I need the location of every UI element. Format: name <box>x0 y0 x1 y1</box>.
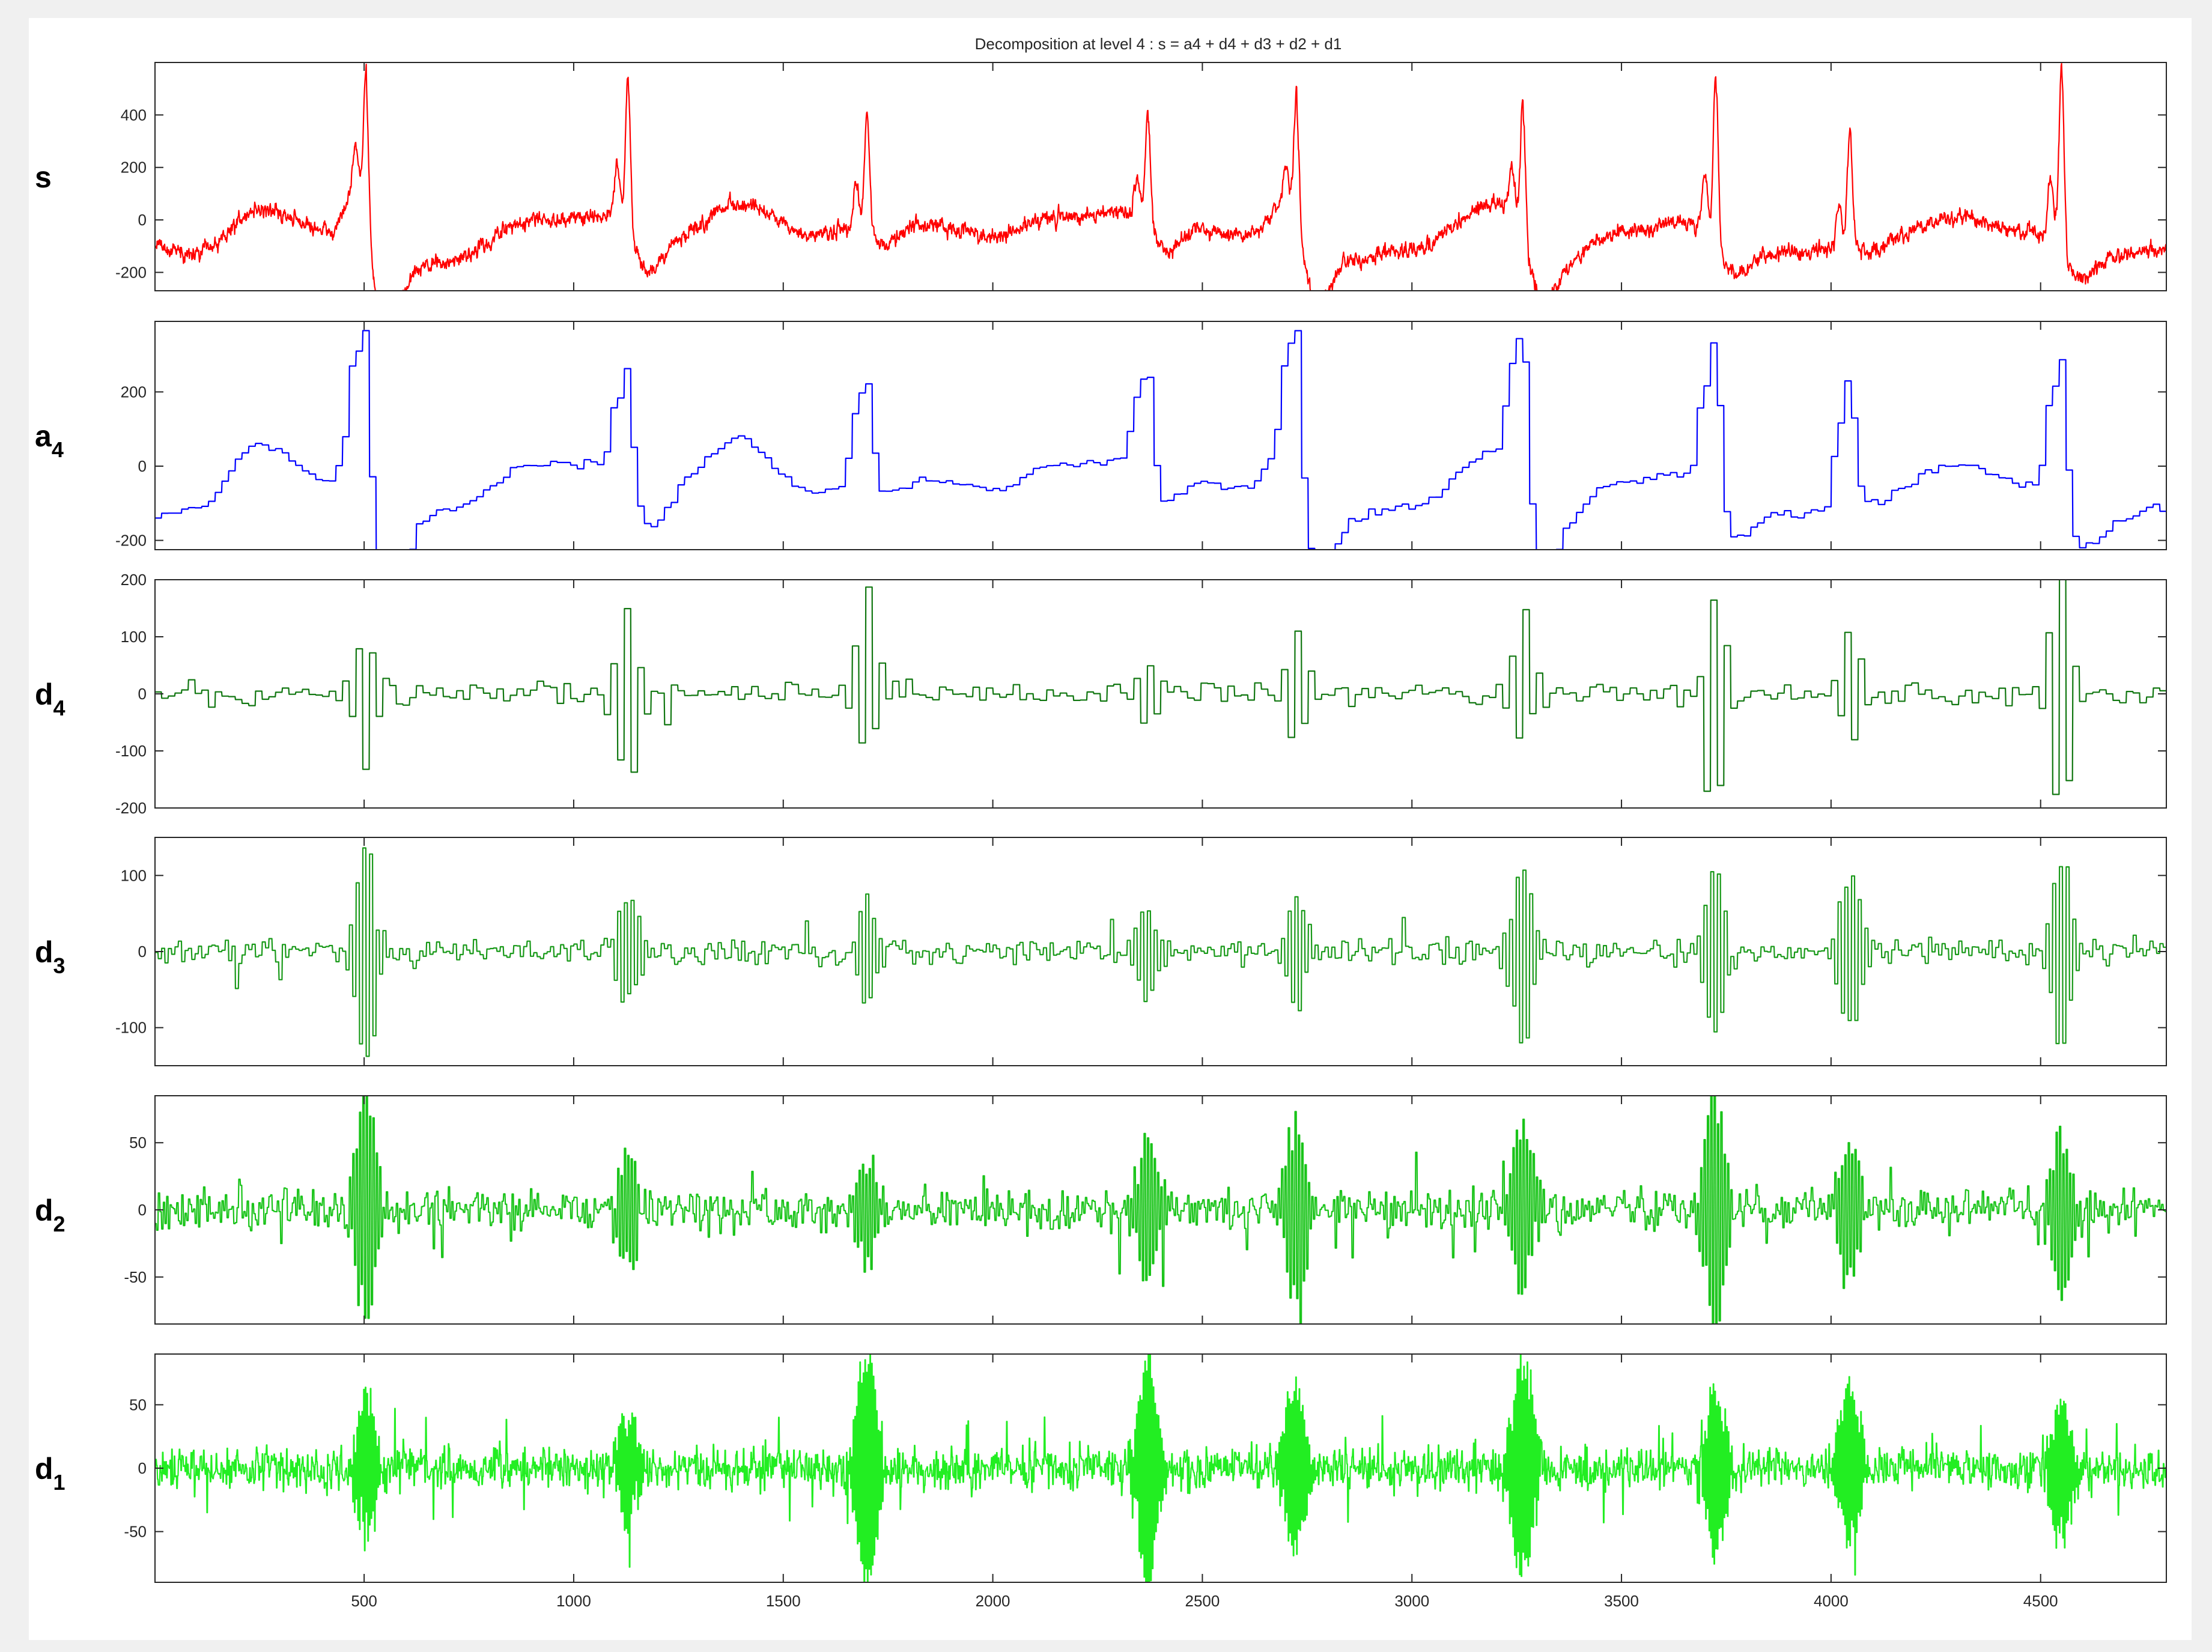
series-line-d2 <box>155 1096 2166 1324</box>
axes-box-s <box>154 62 2167 291</box>
y-tick-label-d4: 0 <box>138 685 147 703</box>
panel-s: -200 0 200 400 s <box>35 62 2167 291</box>
y-tick-label-s: 200 <box>121 159 147 177</box>
y-tick-label-d4: 200 <box>121 571 147 589</box>
plot-area-a4 <box>155 321 2166 550</box>
x-tick-label: 3500 <box>1604 1592 1639 1610</box>
panel-label-sub-d2: 2 <box>53 1212 65 1236</box>
y-tick-label-d1: 0 <box>138 1459 147 1477</box>
series-line-d4 <box>155 580 2166 795</box>
y-tick-label-d3: 100 <box>121 866 147 884</box>
y-tick-label-d1: 50 <box>129 1395 147 1414</box>
y-tick-label-a4: 200 <box>121 383 147 401</box>
y-tick-label-d3: -100 <box>115 1019 147 1037</box>
y-tick-label-d2: 0 <box>138 1201 147 1219</box>
series-line-d3 <box>155 847 2166 1057</box>
y-tick-label-s: 0 <box>138 211 147 229</box>
panel-label-sub-d3: 3 <box>53 953 65 978</box>
panel-label-s: s <box>35 160 52 194</box>
y-tick-label-d3: 0 <box>138 943 147 961</box>
x-tick-label: 4000 <box>1814 1592 1849 1610</box>
series-line-s <box>155 62 2166 291</box>
panel-label-sub-d1: 1 <box>53 1470 65 1495</box>
y-tick-label-s: -200 <box>115 263 147 281</box>
y-tick-label-d4: 100 <box>121 628 147 646</box>
y-tick-label-d2: -50 <box>124 1268 147 1286</box>
panels-group: -2000200400s-2000200a4-200-1000100200d4-… <box>35 62 2167 1583</box>
x-tick-label: 500 <box>351 1592 377 1610</box>
y-tick-label-d1: -50 <box>124 1523 147 1541</box>
y-tick-label-d4: -100 <box>115 742 147 760</box>
y-tick-label-a4: -200 <box>115 532 147 550</box>
x-axis: 500 1000 1500 2000 2500 3000 3500 4000 4500 <box>351 1592 2058 1610</box>
chart-title: Decomposition at level 4 : s = a4 + d4 +… <box>975 35 1342 53</box>
y-tick-label-a4: 0 <box>138 457 147 475</box>
x-tick-label: 1500 <box>766 1592 801 1610</box>
x-tick-label: 2500 <box>1185 1592 1220 1610</box>
x-tick-label: 1000 <box>556 1592 591 1610</box>
x-tick-label: 2000 <box>976 1592 1010 1610</box>
axes-box-a4 <box>154 321 2167 550</box>
y-tick-label-d2: 50 <box>129 1134 147 1152</box>
x-tick-label: 4500 <box>2023 1592 2058 1610</box>
series-line-a4 <box>155 330 2166 550</box>
x-tick-label: 3000 <box>1394 1592 1429 1610</box>
plot-area-s <box>155 62 2166 291</box>
panel-label-sub-a4: 4 <box>52 437 64 462</box>
series-line-d1 <box>155 1354 2166 1582</box>
y-tick-label-s: 400 <box>121 106 147 124</box>
y-tick-label-d4: -200 <box>115 799 147 817</box>
panel-label-sub-d4: 4 <box>53 696 65 720</box>
